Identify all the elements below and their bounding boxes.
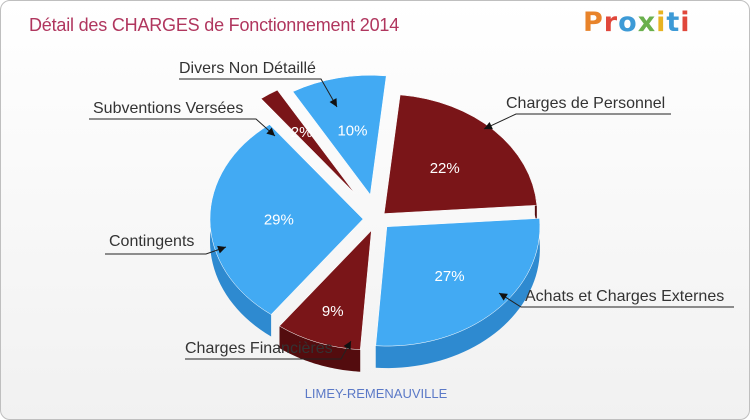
category-label: Charges Financières [185, 340, 333, 357]
leader-arrow [329, 98, 337, 107]
category-label: Divers Non Détaillé [179, 60, 316, 77]
leader-line [498, 292, 734, 308]
slice-percent-label: 27% [435, 268, 465, 285]
category-label: Charges de Personnel [506, 95, 665, 112]
location-label: LIMEY-REMENAUVILLE [304, 386, 448, 401]
category-label: Subventions Versées [93, 100, 243, 117]
pie-slice [209, 124, 364, 315]
pie-slice-side [279, 326, 361, 372]
leader-arrow [343, 341, 351, 350]
proxiti-logo: Proxiti [583, 7, 691, 38]
slice-percent-label: 22% [430, 160, 460, 177]
slice-percent-label: 29% [264, 211, 294, 228]
leader-line [89, 118, 276, 137]
slice-percent-label: 2% [291, 124, 313, 141]
leader-line [179, 78, 338, 108]
pie-slice [292, 75, 387, 196]
leader-arrow [266, 127, 275, 136]
leader-arrow [217, 245, 226, 254]
category-label: Contingents [109, 233, 194, 250]
pie-slice [375, 218, 541, 347]
pie-slice [260, 89, 355, 194]
pie-slice-side [375, 218, 540, 369]
slice-percent-label: 9% [322, 303, 344, 320]
leader-line [483, 113, 671, 130]
pie-slice [279, 229, 372, 350]
slice-percent-label: 10% [337, 122, 367, 139]
leader-arrow [499, 293, 508, 301]
pie-slice-side [210, 197, 272, 337]
category-label: Achats et Charges Externes [525, 288, 724, 305]
pie-slice [383, 94, 538, 214]
chart-title: Détail des CHARGES de Fonctionnement 201… [29, 15, 400, 35]
leader-arrow [484, 121, 493, 130]
